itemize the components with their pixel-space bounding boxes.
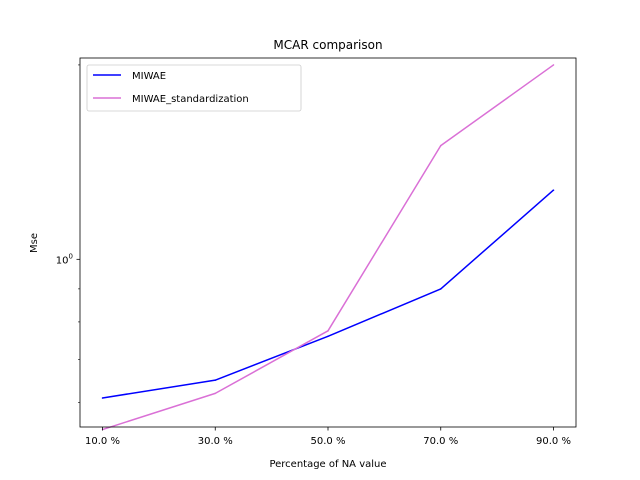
- series-1-point: [552, 189, 555, 191]
- series-2-point: [552, 64, 555, 66]
- y-axis-label: Mse: [29, 233, 40, 253]
- x-axis-label: Percentage of NA value: [269, 459, 386, 470]
- series-2-point: [214, 392, 216, 395]
- chart-title: MCAR comparison: [273, 38, 382, 52]
- x-axis-ticks: 10.0 % 30.0 % 50.0 % 70.0 % 90.0 %: [85, 427, 571, 447]
- x-tick-label: 50.0 %: [311, 436, 346, 447]
- series-1-point: [214, 379, 216, 381]
- plot-area: [80, 58, 576, 427]
- x-tick-label: 10.0 %: [85, 436, 120, 447]
- x-tick-label: 30.0 %: [198, 436, 233, 447]
- y-tick-label: 100: [56, 252, 73, 266]
- x-tick-label: 90.0 %: [536, 436, 571, 447]
- x-tick-label: 70.0 %: [423, 436, 458, 447]
- legend-label-2: MIWAE_standardization: [132, 94, 249, 105]
- series-1-point: [440, 288, 442, 290]
- legend-label-1: MIWAE: [132, 71, 166, 82]
- series-1-point: [101, 397, 104, 399]
- series-2-point: [327, 330, 329, 332]
- legend-box: [86, 64, 302, 112]
- legend: MIWAE MIWAE_standardization: [86, 64, 302, 112]
- series-2-point: [440, 144, 442, 147]
- y-axis-ticks: 100: [56, 64, 80, 403]
- series-1-point: [327, 335, 329, 338]
